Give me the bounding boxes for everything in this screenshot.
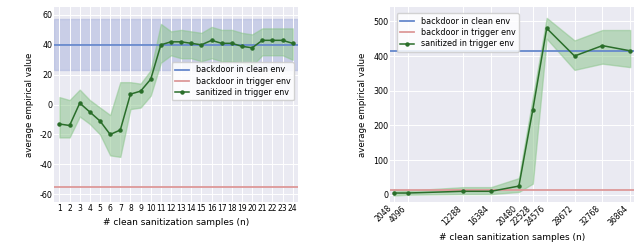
sanitized in trigger env	[198, 43, 205, 46]
sanitized in trigger env	[127, 93, 134, 96]
sanitized in trigger env	[228, 42, 236, 45]
sanitized in trigger env	[208, 39, 216, 42]
sanitized in trigger env	[96, 120, 104, 123]
sanitized in trigger env	[598, 44, 606, 47]
Line: sanitized in trigger env: sanitized in trigger env	[58, 39, 294, 136]
backdoor in trigger env	[56, 185, 63, 188]
Line: sanitized in trigger env: sanitized in trigger env	[392, 27, 632, 194]
backdoor in clean env	[45, 43, 53, 46]
backdoor in trigger env	[376, 188, 383, 191]
backdoor in trigger env	[376, 188, 383, 191]
sanitized in trigger env	[218, 42, 225, 45]
Legend: backdoor in clean env, backdoor in trigger env, sanitized in trigger env: backdoor in clean env, backdoor in trigg…	[397, 13, 519, 52]
sanitized in trigger env	[529, 108, 536, 111]
backdoor in trigger env	[45, 185, 53, 188]
sanitized in trigger env	[571, 55, 579, 58]
sanitized in trigger env	[248, 46, 256, 49]
sanitized in trigger env	[188, 42, 195, 45]
sanitized in trigger env	[259, 39, 266, 42]
sanitized in trigger env	[543, 27, 550, 30]
Bar	[54, 19, 298, 70]
sanitized in trigger env	[177, 40, 185, 43]
Y-axis label: average empirical value: average empirical value	[358, 52, 367, 157]
sanitized in trigger env	[460, 190, 467, 193]
sanitized in trigger env	[167, 40, 175, 43]
sanitized in trigger env	[137, 90, 145, 93]
Y-axis label: average empirical value: average empirical value	[25, 52, 34, 157]
X-axis label: # clean sanitization samples (n): # clean sanitization samples (n)	[439, 233, 585, 242]
Legend: backdoor in clean env, backdoor in trigger env, sanitized in trigger env: backdoor in clean env, backdoor in trigg…	[172, 62, 294, 100]
sanitized in trigger env	[76, 102, 84, 105]
backdoor in clean env	[56, 43, 63, 46]
backdoor in clean env	[376, 49, 383, 52]
sanitized in trigger env	[116, 128, 124, 131]
sanitized in trigger env	[157, 43, 164, 46]
sanitized in trigger env	[106, 133, 114, 136]
sanitized in trigger env	[86, 111, 93, 114]
sanitized in trigger env	[627, 49, 634, 52]
sanitized in trigger env	[390, 191, 397, 194]
X-axis label: # clean sanitization samples (n): # clean sanitization samples (n)	[103, 218, 249, 227]
sanitized in trigger env	[487, 190, 495, 193]
sanitized in trigger env	[238, 45, 246, 48]
sanitized in trigger env	[278, 39, 286, 42]
sanitized in trigger env	[56, 123, 63, 125]
sanitized in trigger env	[404, 191, 412, 194]
sanitized in trigger env	[289, 42, 296, 45]
sanitized in trigger env	[269, 39, 276, 42]
backdoor in clean env	[376, 49, 383, 52]
sanitized in trigger env	[66, 124, 74, 127]
sanitized in trigger env	[515, 185, 523, 187]
sanitized in trigger env	[147, 78, 155, 81]
